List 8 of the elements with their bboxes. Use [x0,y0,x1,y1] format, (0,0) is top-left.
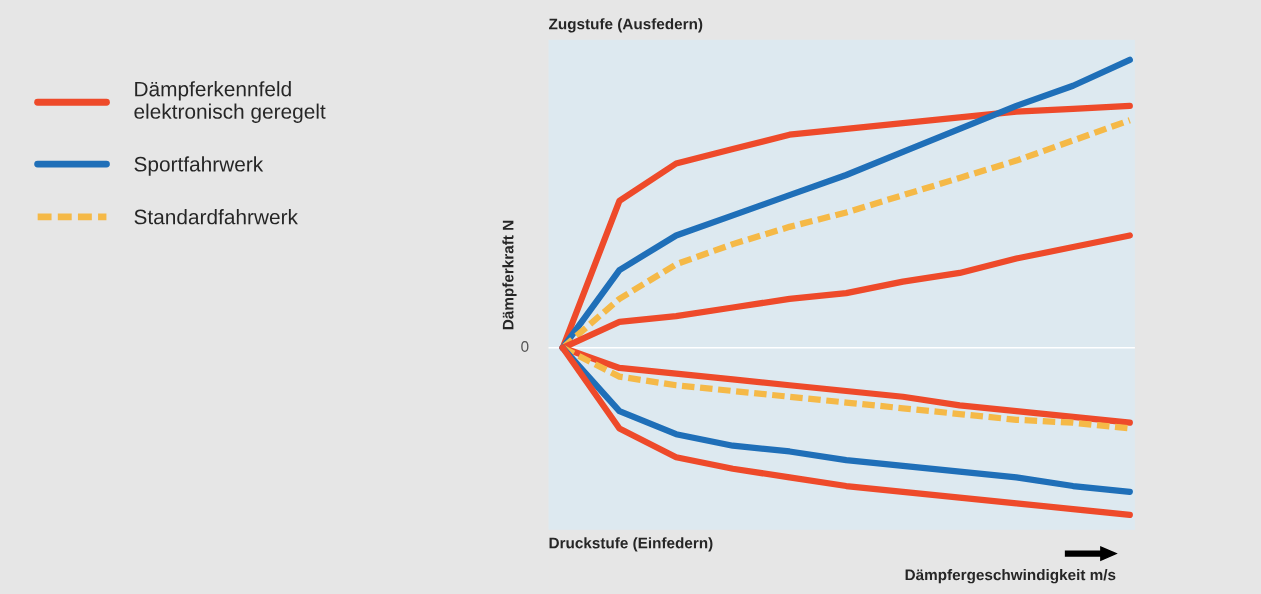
y-axis-title: Dämpferkraft N [502,220,517,330]
x-axis-title: Dämpfergeschwindigkeit m/s [905,569,1116,584]
text: Zugstufe (Ausfedern) [548,18,703,33]
legend-label: Sportfahrwerk [134,156,264,176]
legend-label: Dämpferkennfeld elektronisch geregelt [134,81,326,123]
legend-label: Standardfahrwerk [134,209,298,225]
text: 0 [521,341,529,352]
text: Druckstufe (Einfedern) [549,537,713,552]
